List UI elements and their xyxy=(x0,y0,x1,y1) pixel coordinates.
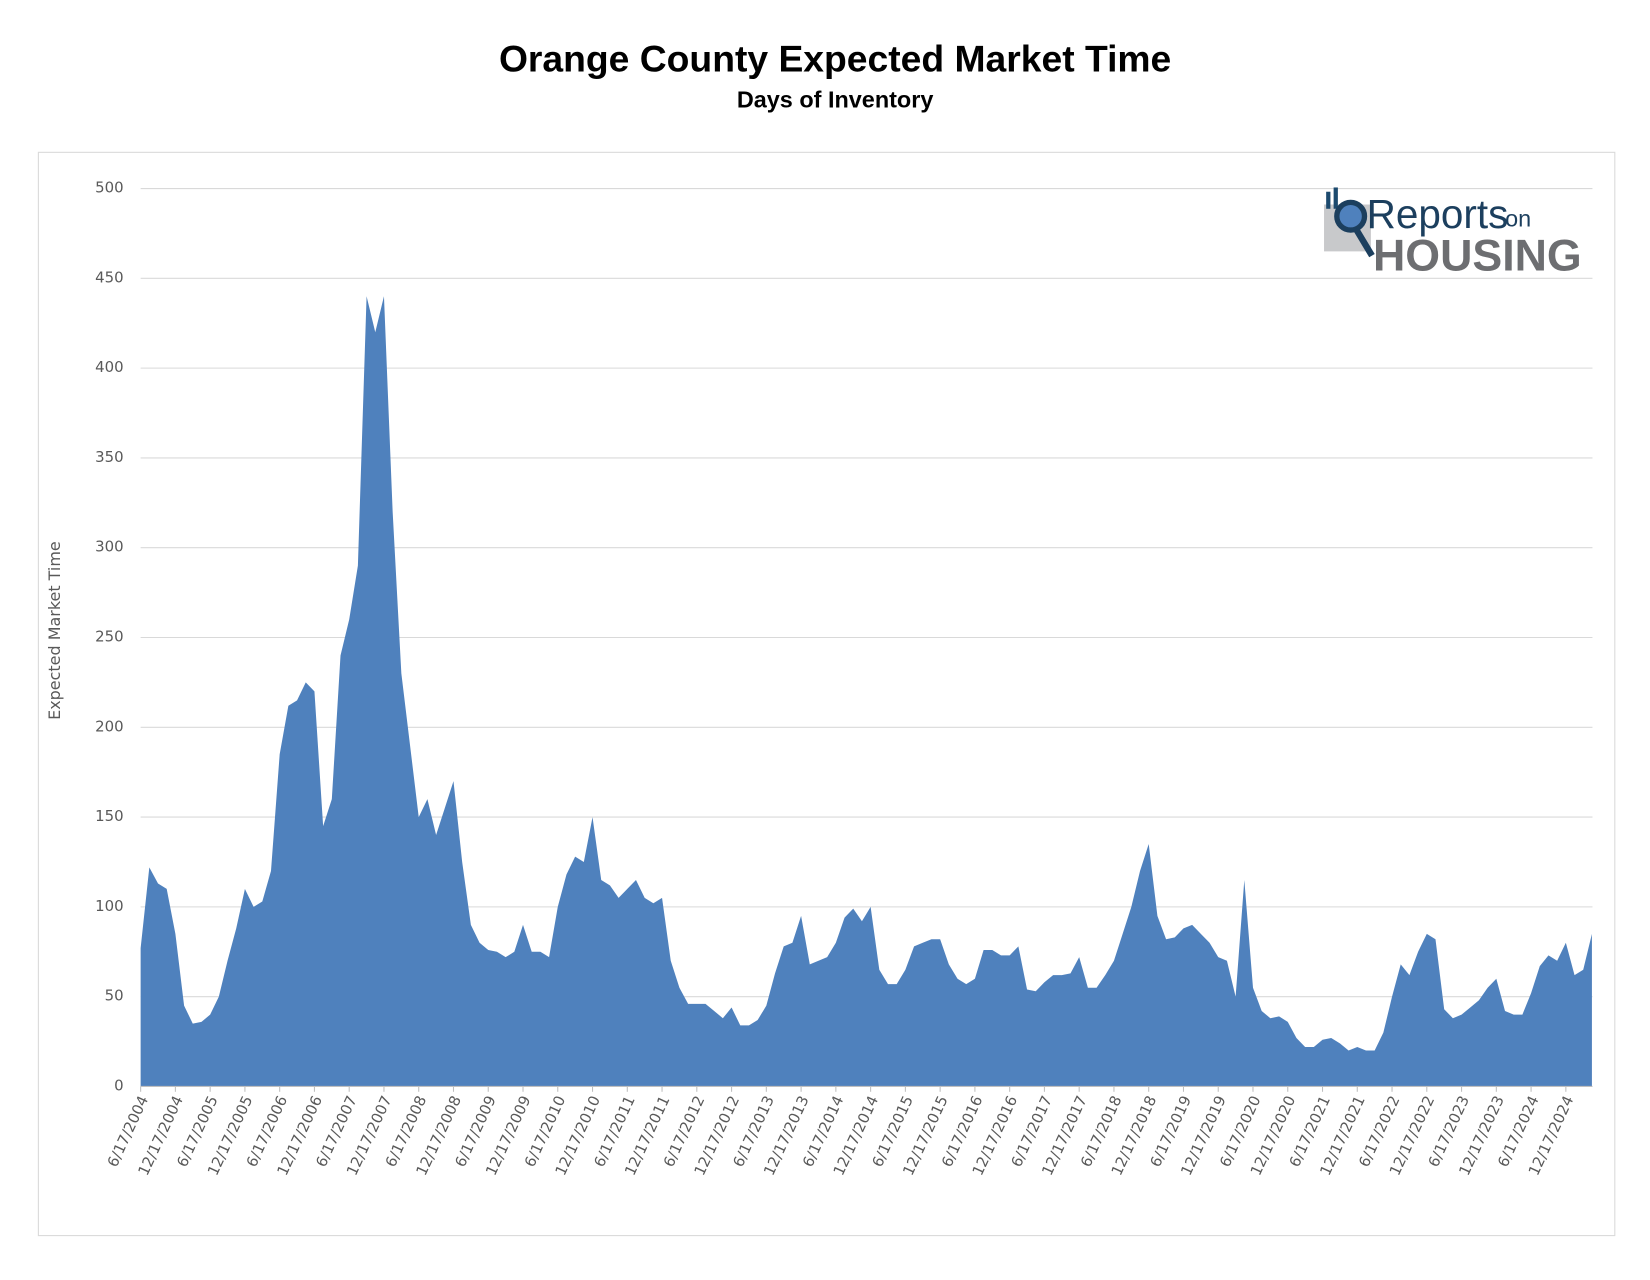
logo-text: HOUSING xyxy=(1373,232,1582,281)
y-tick-label: 300 xyxy=(95,538,123,556)
y-tick-label: 100 xyxy=(95,897,123,915)
y-tick-label: 450 xyxy=(95,268,123,286)
y-tick-label: 400 xyxy=(95,358,123,376)
logo-icon xyxy=(1353,227,1375,258)
y-tick-label: 500 xyxy=(95,179,123,197)
y-tick-label: 200 xyxy=(95,717,123,735)
area xyxy=(140,296,1592,1087)
logo-text: Reports xyxy=(1367,191,1509,237)
y-tick-label: 350 xyxy=(95,448,123,466)
y-tick-label: 0 xyxy=(114,1076,123,1094)
chart-title: Orange County Expected Market Time xyxy=(499,38,1171,80)
y-tick-label: 250 xyxy=(95,628,123,646)
logo-text: on xyxy=(1505,206,1531,232)
logo-icon xyxy=(1333,187,1338,209)
logo-icon xyxy=(1326,191,1331,209)
logo-icon xyxy=(1334,199,1368,233)
plot-frame xyxy=(37,151,1616,1237)
chart-subtitle: Days of Inventory xyxy=(737,86,934,112)
y-tick-label: 150 xyxy=(95,807,123,825)
y-tick-label: 50 xyxy=(105,987,124,1005)
logo: Reports on HOUSING xyxy=(1324,187,1582,281)
y-axis-label: Expected Market Time xyxy=(45,541,64,720)
